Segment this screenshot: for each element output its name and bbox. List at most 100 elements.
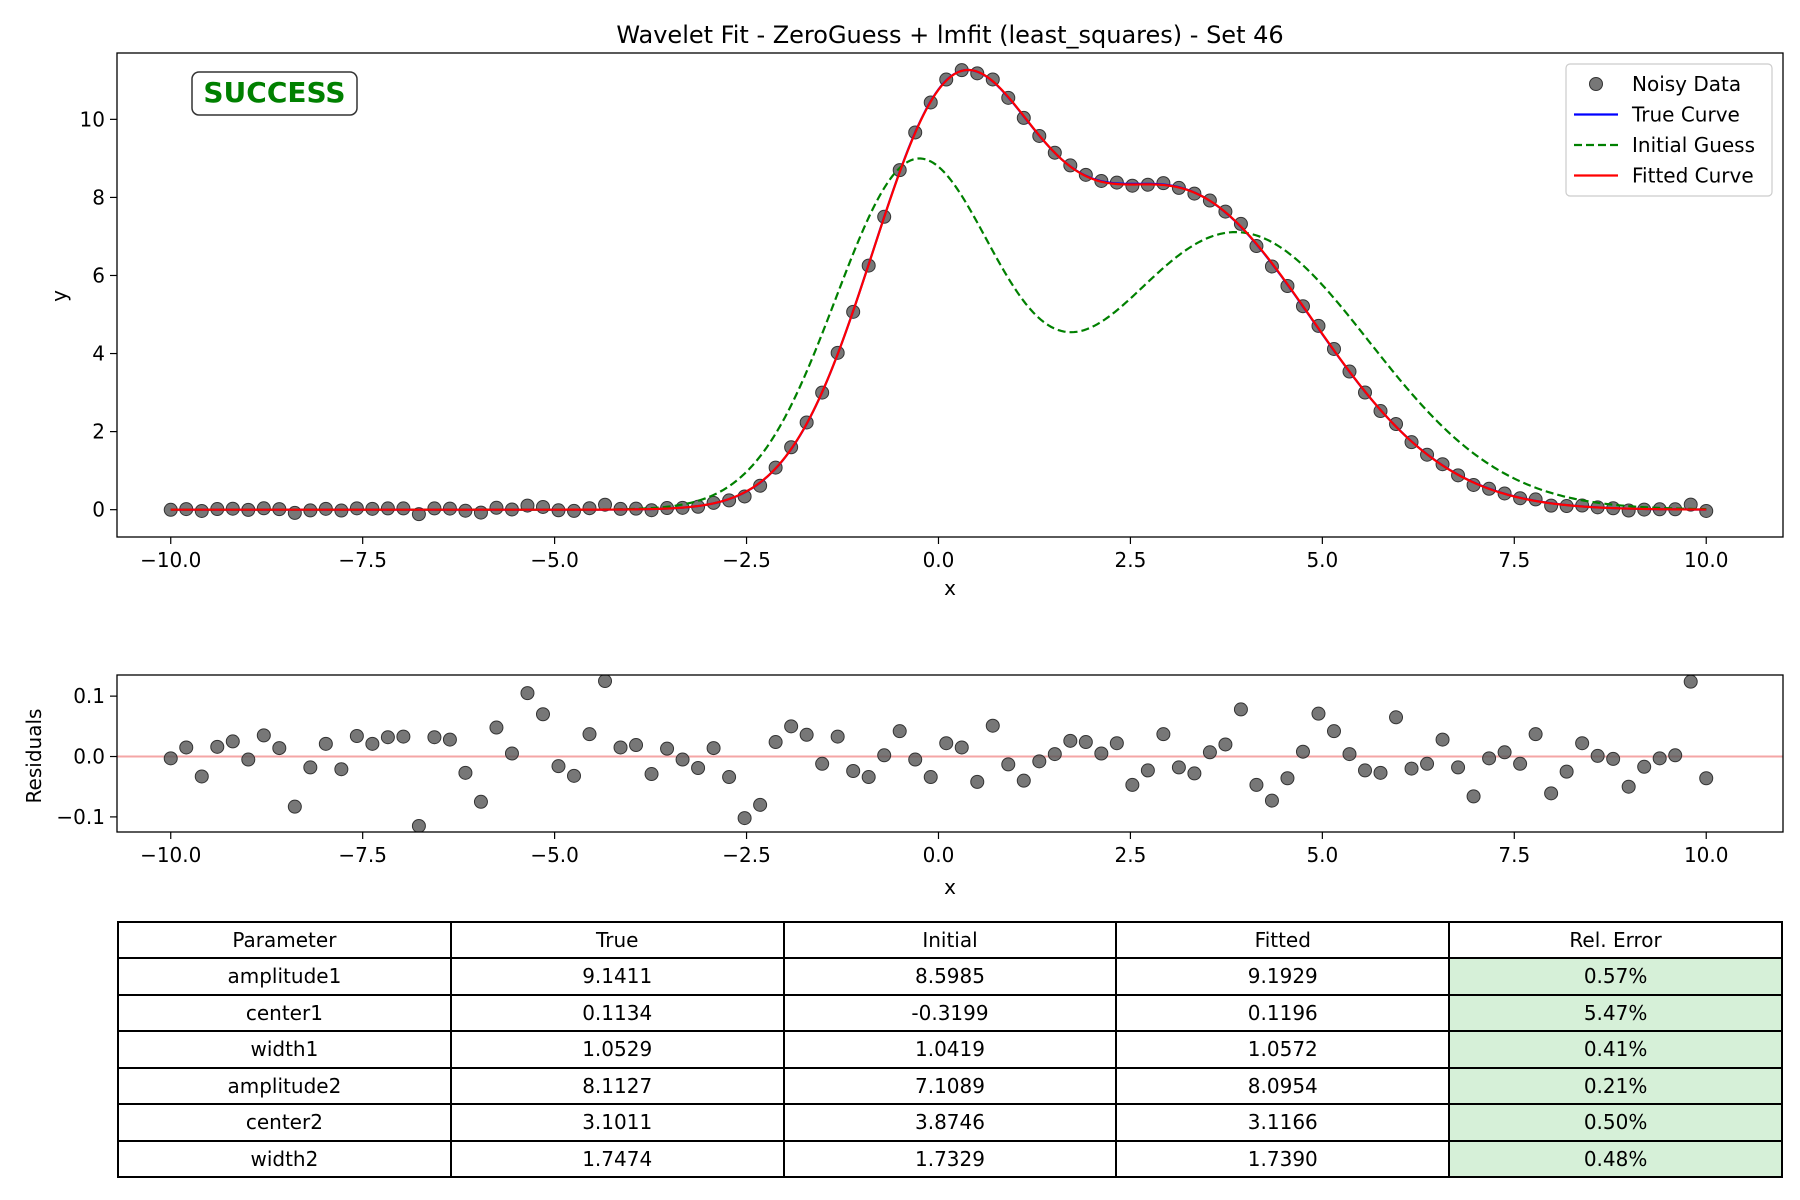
residual-point — [1264, 793, 1279, 808]
residual-point — [1125, 777, 1140, 792]
header-parameter: Parameter — [117, 921, 452, 959]
residual-point — [1078, 735, 1093, 750]
residual-point — [582, 727, 597, 742]
residual-point — [1342, 747, 1357, 762]
main-y-tick-label: 10 — [80, 107, 105, 131]
residuals-x-tick-label: 7.5 — [1498, 843, 1530, 867]
data-point — [1125, 178, 1140, 193]
residuals-x-axis-label: x — [944, 875, 956, 899]
residual-point — [1032, 754, 1047, 769]
residual-point — [241, 752, 256, 767]
table-cell: 0.1196 — [1115, 993, 1451, 1032]
chart-title: Wavelet Fit - ZeroGuess + lmfit (least_s… — [616, 21, 1283, 49]
residual-point — [1528, 727, 1543, 742]
residual-point — [1466, 789, 1481, 804]
residual-point — [458, 765, 473, 780]
table-cell: amplitude2 — [117, 1066, 452, 1105]
residuals-x-tick-label: 0.0 — [923, 843, 955, 867]
residual-point — [877, 748, 892, 763]
residual-point — [504, 746, 519, 761]
residual-point — [427, 730, 442, 745]
residual-point — [1063, 733, 1078, 748]
table-cell-rel-error: 0.57% — [1448, 957, 1783, 996]
data-point — [427, 501, 442, 516]
residual-point — [210, 739, 225, 754]
table-cell: 1.0529 — [449, 1030, 785, 1069]
legend-frame — [1565, 63, 1773, 197]
residual-point — [1389, 710, 1404, 725]
initial-guess-line — [170, 157, 1707, 511]
residuals-plot-area — [117, 675, 1783, 832]
table-cell: 1.0419 — [782, 1030, 1118, 1069]
residual-point — [846, 764, 861, 779]
table-row: width1 1.0529 1.0419 1.0572 0.41% — [117, 1030, 1783, 1069]
data-point — [582, 501, 597, 516]
residual-point — [365, 736, 380, 751]
residual-point — [722, 770, 737, 785]
data-point — [567, 503, 582, 518]
residual-point — [1652, 751, 1667, 766]
parameter-table: Parameter True Initial Fitted Rel. Error… — [117, 921, 1783, 1178]
residual-point — [1637, 759, 1652, 774]
table-cell-rel-error: 0.21% — [1448, 1066, 1783, 1105]
residual-point — [1218, 737, 1233, 752]
residuals-x-tick-label: 10.0 — [1684, 843, 1729, 867]
data-point — [535, 499, 550, 514]
residual-point — [1295, 744, 1310, 759]
residual-point — [318, 736, 333, 751]
header-true: True — [449, 921, 785, 959]
table-header-row: Parameter True Initial Fitted Rel. Error — [117, 921, 1783, 959]
residual-point — [334, 762, 349, 777]
residual-point — [706, 741, 721, 756]
residuals-x-tick-label: −5.0 — [530, 843, 579, 867]
residual-point — [1606, 751, 1621, 766]
data-point — [287, 505, 302, 520]
residual-point — [830, 729, 845, 744]
residual-point — [535, 707, 550, 722]
residual-point — [784, 719, 799, 734]
main-x-tick-label: 2.5 — [1115, 548, 1147, 572]
legend-label: True Curve — [1631, 103, 1740, 127]
main-plot-area — [163, 63, 1714, 522]
residual-point — [1482, 751, 1497, 766]
residual-point — [1435, 732, 1450, 747]
fitted-curve-line — [170, 68, 1707, 511]
residual-point — [256, 728, 271, 743]
residual-point — [1311, 706, 1326, 721]
table-cell-rel-error: 0.41% — [1448, 1030, 1783, 1069]
data-point — [489, 500, 504, 515]
table-row: center1 0.1134 -0.3199 0.1196 5.47% — [117, 993, 1783, 1032]
data-point — [1544, 498, 1559, 513]
residual-point — [1559, 764, 1574, 779]
residuals-frame — [116, 674, 1784, 833]
main-y-tick-label: 4 — [92, 342, 105, 366]
residual-point — [908, 752, 923, 767]
residual-point — [970, 774, 985, 789]
residual-point — [1202, 745, 1217, 760]
table-row: width2 1.7474 1.7329 1.7390 0.48% — [117, 1139, 1783, 1178]
residual-point — [349, 728, 364, 743]
residual-point — [644, 767, 659, 782]
main-y-tick-label: 2 — [92, 420, 105, 444]
residual-point — [1575, 736, 1590, 751]
table-row: center2 3.1011 3.8746 3.1166 0.50% — [117, 1103, 1783, 1142]
header-fitted: Fitted — [1115, 921, 1451, 959]
main-y-tick-label: 8 — [92, 185, 105, 209]
table-cell: 1.7390 — [1115, 1139, 1451, 1178]
residual-point — [892, 724, 907, 739]
true-curve-line — [170, 68, 1707, 511]
residual-point — [1544, 786, 1559, 801]
residual-point — [442, 732, 457, 747]
residual-point — [1404, 761, 1419, 776]
table-cell: width1 — [117, 1030, 452, 1069]
main-x-tick-label: 5.0 — [1306, 548, 1338, 572]
header-initial: Initial — [782, 921, 1118, 959]
data-point — [1699, 503, 1714, 518]
residual-point — [1001, 757, 1016, 772]
table-cell: amplitude1 — [117, 957, 452, 996]
residual-point — [396, 729, 411, 744]
table-cell: 3.8746 — [782, 1103, 1118, 1142]
table-cell: 3.1166 — [1115, 1103, 1451, 1142]
residual-point — [598, 675, 613, 689]
